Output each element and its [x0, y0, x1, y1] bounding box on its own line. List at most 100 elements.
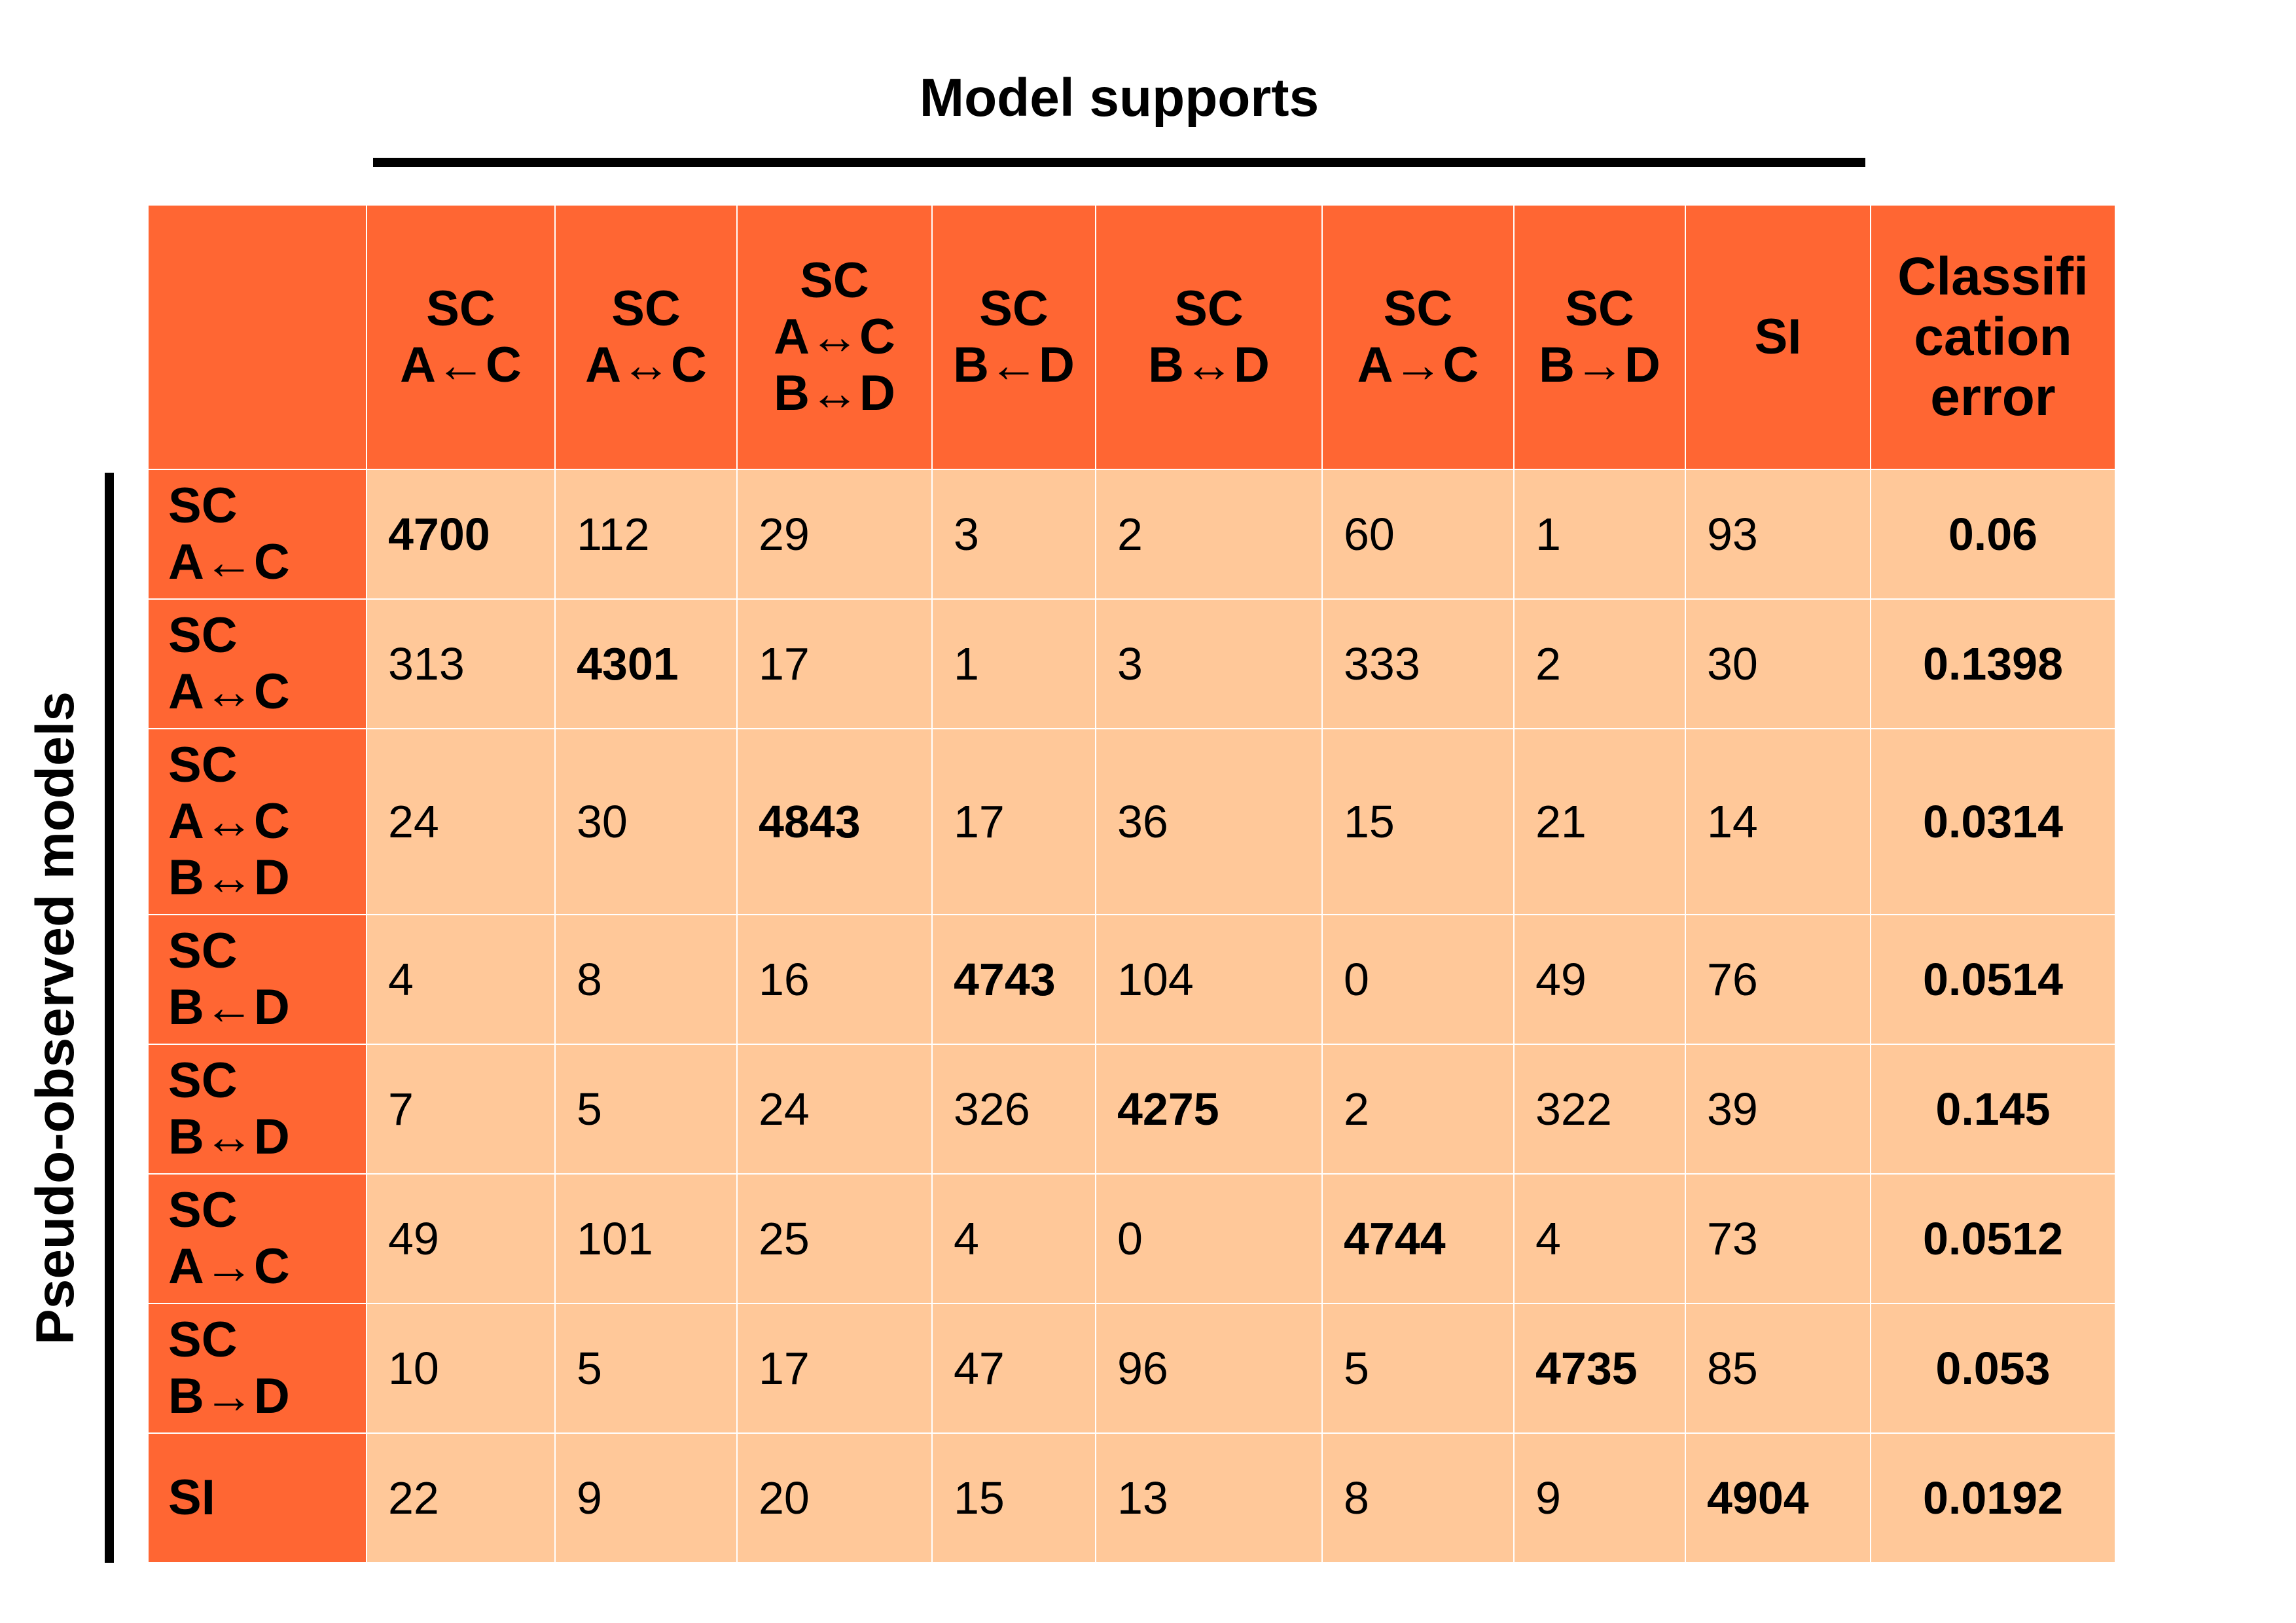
row-header-5-line-1: A→C: [168, 1239, 290, 1294]
column-header: SC B↔D: [1095, 204, 1323, 470]
count-cell: 21: [1513, 728, 1686, 915]
classification-error-cell: 0.145: [1870, 1044, 2116, 1175]
row-header-7-line-0: SI: [168, 1470, 215, 1525]
row-header-1-line-0: SC: [168, 608, 238, 663]
count-cell: 112: [554, 469, 738, 600]
column-header-4-line-1: B↔D: [1148, 337, 1270, 393]
table-row: SC A↔C B↔D 24 30 4843 17 36 15 21 14 0.0314: [147, 728, 2116, 915]
count-cell: 22: [366, 1432, 556, 1563]
column-header: SC A↔C: [554, 204, 738, 470]
row-header: SC A↔C: [147, 598, 367, 729]
row-header-0-line-1: A←C: [168, 534, 290, 590]
count-cell: 39: [1685, 1044, 1871, 1175]
count-cell: 29: [736, 469, 933, 600]
row-header: SC A←C: [147, 469, 367, 600]
pseudo-observed-rule: [105, 473, 114, 1563]
row-header: SI: [147, 1432, 367, 1563]
diagonal-count-cell: 4735: [1513, 1303, 1686, 1434]
classification-error-header-line-0: Classifi: [1897, 247, 2089, 306]
count-cell: 5: [554, 1044, 738, 1175]
count-cell: 9: [554, 1432, 738, 1563]
matrix-body: SC A←C 4700 112 29 3 2 60 1 93 0.06 SC A↔C 313 4301 17 1…: [147, 469, 2116, 1563]
count-cell: 104: [1095, 914, 1323, 1045]
header-row: SC A←C SC A↔C SC A↔C B↔D SC B←D SC B↔D SC A→C SC B→D SI…: [147, 204, 2116, 470]
count-cell: 16: [736, 914, 933, 1045]
row-header-2-line-0: SC: [168, 737, 238, 793]
count-cell: 85: [1685, 1303, 1871, 1434]
count-cell: 30: [1685, 598, 1871, 729]
column-header-0-line-0: SC: [426, 281, 495, 337]
count-cell: 322: [1513, 1044, 1686, 1175]
count-cell: 1: [1513, 469, 1686, 600]
diagonal-count-cell: 4700: [366, 469, 556, 600]
count-cell: 49: [366, 1173, 556, 1304]
diagonal-count-cell: 4843: [736, 728, 933, 915]
count-cell: 7: [366, 1044, 556, 1175]
count-cell: 2: [1513, 598, 1686, 729]
table-row: SC A→C 49 101 25 4 0 4744 4 73 0.0512: [147, 1173, 2116, 1304]
count-cell: 93: [1685, 469, 1871, 600]
column-header: SC A←C: [366, 204, 556, 470]
table-row: SC A←C 4700 112 29 3 2 60 1 93 0.06: [147, 469, 2116, 600]
column-header-3-line-1: B←D: [953, 337, 1075, 393]
count-cell: 4: [366, 914, 556, 1045]
count-cell: 313: [366, 598, 556, 729]
diagonal-count-cell: 4744: [1321, 1173, 1515, 1304]
row-header: SC A→C: [147, 1173, 367, 1304]
row-header-6-line-0: SC: [168, 1312, 238, 1368]
row-header-4-line-0: SC: [168, 1053, 238, 1108]
column-header-2-line-2: B↔D: [774, 365, 895, 421]
table-row: SC B←D 4 8 16 4743 104 0 49 76 0.0514: [147, 914, 2116, 1045]
row-header-6-line-1: B→D: [168, 1368, 290, 1424]
row-header: SC B←D: [147, 914, 367, 1045]
count-cell: 25: [736, 1173, 933, 1304]
column-header: SC B→D: [1513, 204, 1686, 470]
column-header-5-line-0: SC: [1383, 281, 1453, 337]
diagonal-count-cell: 4275: [1095, 1044, 1323, 1175]
row-header-0-line-0: SC: [168, 478, 238, 534]
column-header-5-line-1: A→C: [1357, 337, 1479, 393]
count-cell: 49: [1513, 914, 1686, 1045]
column-header-2-line-0: SC: [800, 253, 869, 308]
count-cell: 9: [1513, 1432, 1686, 1563]
column-header-1-line-0: SC: [611, 281, 681, 337]
column-header-1-line-1: A↔C: [585, 337, 707, 393]
pseudo-observed-title: Pseudo-observed models: [26, 691, 85, 1345]
count-cell: 0: [1321, 914, 1515, 1045]
count-cell: 30: [554, 728, 738, 915]
column-header: SC A→C: [1321, 204, 1515, 470]
count-cell: 1: [931, 598, 1096, 729]
count-cell: 10: [366, 1303, 556, 1434]
column-header: SC A↔C B↔D: [736, 204, 933, 470]
count-cell: 76: [1685, 914, 1871, 1045]
diagonal-count-cell: 4743: [931, 914, 1096, 1045]
column-header-0-line-1: A←C: [400, 337, 522, 393]
count-cell: 326: [931, 1044, 1096, 1175]
table-row: SC A↔C 313 4301 17 1 3 333 2 30 0.1398: [147, 598, 2116, 729]
classification-error-cell: 0.053: [1870, 1303, 2116, 1434]
confusion-matrix-table: SC A←C SC A↔C SC A↔C B↔D SC B←D SC B↔D SC A→C SC B→D SI…: [147, 204, 2116, 1563]
row-header-4-line-1: B↔D: [168, 1109, 290, 1165]
count-cell: 14: [1685, 728, 1871, 915]
model-supports-rule: [373, 158, 1865, 167]
count-cell: 24: [736, 1044, 933, 1175]
classification-error-cell: 0.0512: [1870, 1173, 2116, 1304]
column-header-6-line-0: SC: [1565, 281, 1634, 337]
count-cell: 5: [554, 1303, 738, 1434]
count-cell: 2: [1321, 1044, 1515, 1175]
column-header-7-line-0: SI: [1754, 309, 1802, 365]
classification-error-cell: 0.0192: [1870, 1432, 2116, 1563]
count-cell: 8: [1321, 1432, 1515, 1563]
row-header-3-line-0: SC: [168, 923, 238, 979]
count-cell: 101: [554, 1173, 738, 1304]
count-cell: 333: [1321, 598, 1515, 729]
column-header-3-line-0: SC: [979, 281, 1049, 337]
count-cell: 17: [931, 728, 1096, 915]
row-header: SC B→D: [147, 1303, 367, 1434]
row-header-3-line-1: B←D: [168, 979, 290, 1035]
column-header: SC B←D: [931, 204, 1096, 470]
column-header: SI: [1685, 204, 1871, 470]
count-cell: 3: [1095, 598, 1323, 729]
count-cell: 20: [736, 1432, 933, 1563]
row-header-2-line-2: B↔D: [168, 850, 290, 905]
